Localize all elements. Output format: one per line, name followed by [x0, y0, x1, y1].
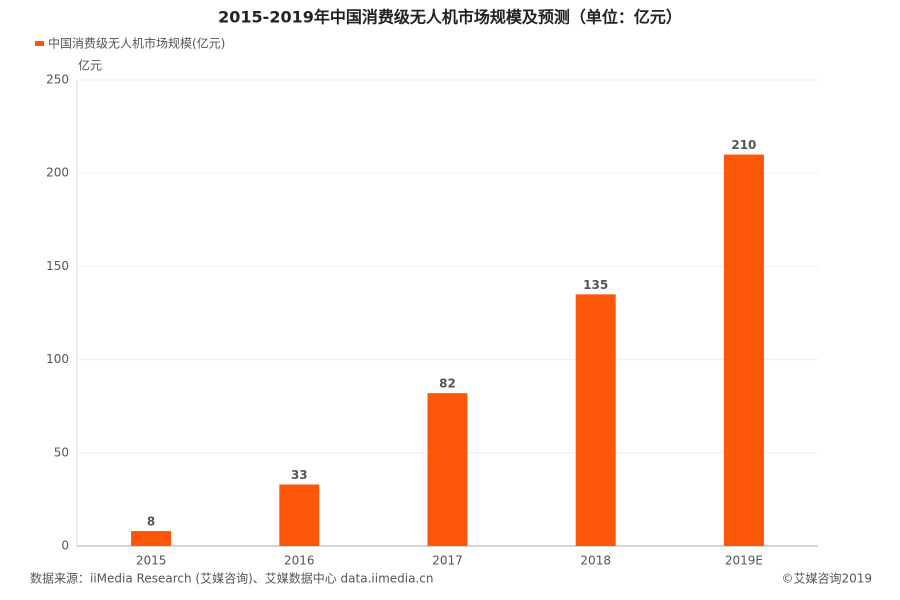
value-label: 82	[439, 377, 456, 391]
bar	[131, 531, 172, 546]
value-label: 8	[147, 515, 155, 529]
bar	[575, 294, 616, 546]
bar	[723, 154, 764, 546]
chart-title: 2015-2019年中国消费级无人机市场规模及预测（单位：亿元）	[218, 8, 682, 27]
copyright: ©艾媒咨询2019	[781, 571, 872, 586]
y-axis-label: 亿元	[78, 58, 102, 73]
x-tick-label: 2017	[432, 554, 463, 568]
y-tick-label: 100	[46, 352, 69, 366]
bar	[427, 393, 468, 546]
y-tick-label: 50	[54, 445, 69, 459]
y-tick-label: 200	[46, 166, 69, 180]
bar	[279, 484, 320, 546]
legend-swatch	[35, 41, 44, 46]
value-label: 33	[291, 468, 308, 482]
source: 数据来源：iiMedia Research (艾媒咨询)、艾媒数据中心 data…	[30, 571, 433, 586]
value-label: 135	[583, 278, 608, 292]
x-tick-label: 2019E	[725, 554, 763, 568]
legend-label: 中国消费级无人机市场规模(亿元)	[48, 36, 225, 51]
x-tick-label: 2016	[284, 554, 315, 568]
y-tick-label: 150	[46, 259, 69, 273]
x-tick-label: 2015	[136, 554, 167, 568]
value-label: 210	[731, 138, 756, 152]
y-tick-label: 0	[61, 539, 69, 553]
x-tick-label: 2018	[580, 554, 611, 568]
y-tick-label: 250	[46, 73, 69, 87]
